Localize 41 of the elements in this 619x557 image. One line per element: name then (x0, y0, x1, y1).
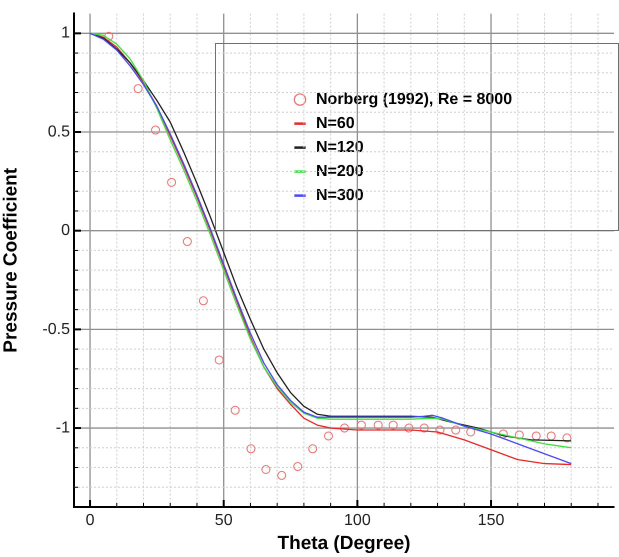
point (404, 424, 414, 433)
point (151, 126, 160, 135)
point (498, 429, 508, 438)
point (214, 355, 224, 364)
y-tick-label: 0.5 (48, 123, 70, 140)
x-tick-label: 0 (86, 512, 95, 530)
point (324, 431, 333, 440)
point (277, 470, 286, 480)
x-tick-label: 50 (214, 512, 233, 530)
point (246, 444, 256, 454)
y-tick-label: -0.5 (42, 320, 70, 338)
point (532, 431, 541, 440)
point (167, 178, 176, 187)
point (261, 465, 270, 474)
point (388, 420, 398, 430)
point (134, 84, 143, 94)
y-axis-title: Pressure Coefficient (0, 167, 22, 353)
legend-label: Norberg (1992), Re = 8000 (316, 91, 512, 108)
x-axis-title: Theta (Degree) (277, 532, 411, 554)
point (420, 424, 429, 433)
point (546, 431, 556, 440)
point (514, 430, 524, 440)
point (562, 433, 572, 442)
point (340, 424, 350, 433)
point (104, 32, 114, 41)
point (374, 420, 383, 430)
point (356, 420, 366, 430)
y-tick-label: -1 (56, 419, 70, 436)
x-tick-label: 100 (344, 512, 371, 530)
point (451, 426, 460, 435)
y-tick-label: 0 (61, 222, 70, 240)
point (466, 428, 476, 437)
point (198, 296, 208, 306)
y-tick-label: 1 (61, 24, 70, 42)
x-tick-label: 150 (478, 512, 504, 530)
point (230, 406, 240, 415)
point (293, 462, 302, 472)
point (182, 237, 192, 246)
point (308, 444, 318, 454)
point (435, 426, 444, 435)
legend-label: N=60 (316, 115, 355, 132)
